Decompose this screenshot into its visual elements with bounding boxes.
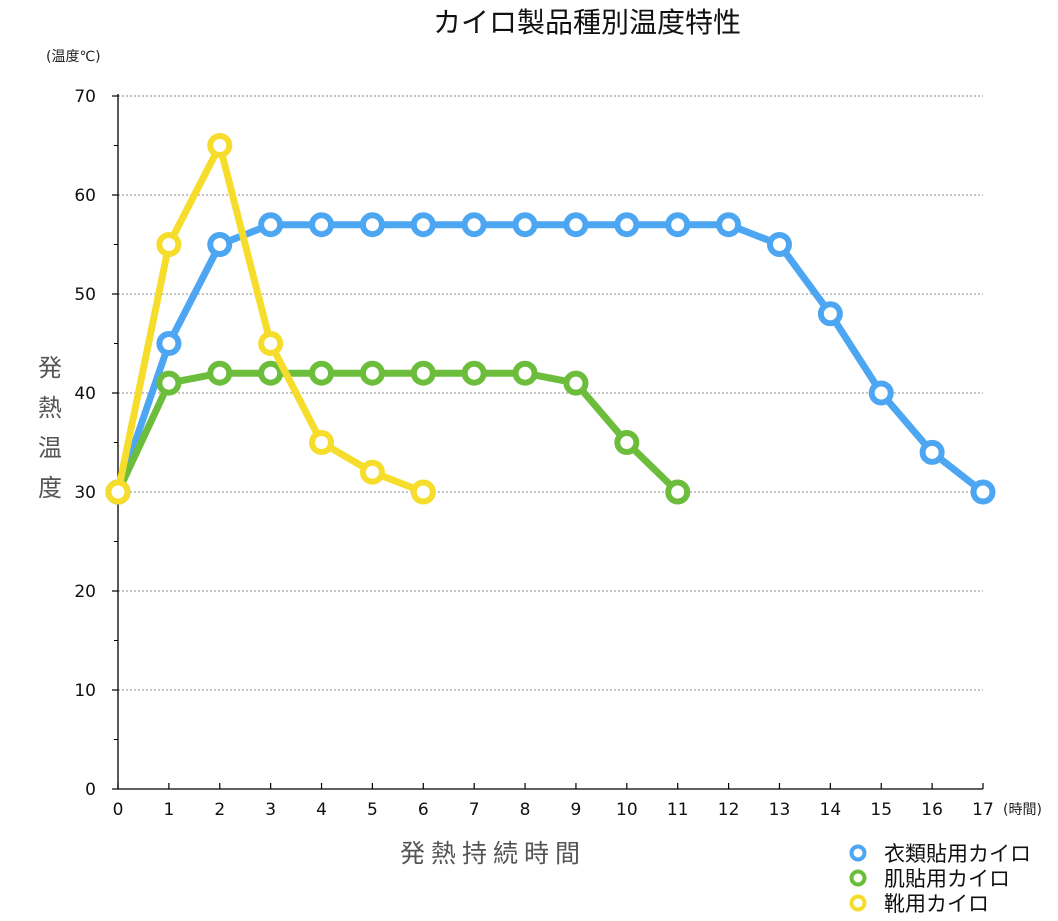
series-line	[114, 369, 682, 496]
data-point	[359, 459, 385, 485]
series-1	[105, 212, 996, 505]
x-tick-label-1: 1	[163, 800, 174, 820]
x-tick-label-11: 11	[667, 800, 689, 820]
x-tick-label-4: 4	[316, 800, 327, 820]
data-point	[766, 232, 792, 257]
data-point	[309, 430, 335, 455]
series-2	[105, 360, 691, 505]
x-tick-label-2: 2	[214, 800, 225, 820]
y-axis-title-char: 温	[38, 434, 62, 462]
data-point	[512, 212, 538, 238]
y-axis-title-char: 発	[38, 354, 62, 382]
data-point	[156, 370, 182, 396]
series-line	[114, 142, 427, 496]
data-point	[207, 133, 233, 158]
y-unit-label: (温度℃)	[46, 49, 101, 65]
data-point	[461, 360, 487, 386]
series-lines	[105, 133, 996, 505]
data-point	[410, 360, 436, 386]
data-point	[512, 360, 538, 386]
y-tick-label-20: 20	[74, 582, 96, 602]
data-point	[563, 212, 589, 238]
legend-label: 衣類貼用カイロ	[884, 842, 1031, 866]
x-tick-label-15: 15	[870, 800, 892, 820]
data-point	[665, 212, 691, 238]
data-point	[156, 232, 182, 257]
legend-item-1: 衣類貼用カイロ	[849, 842, 1031, 866]
data-point	[359, 360, 385, 386]
x-tick-label-6: 6	[418, 800, 429, 820]
data-point	[207, 232, 233, 257]
legend-marker	[849, 894, 867, 912]
y-tick-label-0: 0	[85, 780, 96, 800]
data-point	[665, 479, 691, 505]
y-axis-title-char: 熱	[38, 394, 62, 422]
data-point	[563, 370, 589, 396]
data-point	[614, 212, 640, 238]
data-point	[258, 360, 284, 386]
y-tick-label-70: 70	[74, 87, 96, 107]
data-point	[105, 479, 131, 505]
x-tick-label-0: 0	[113, 800, 124, 820]
x-tick-label-10: 10	[616, 800, 638, 820]
data-point	[156, 331, 182, 356]
x-tick-label-17: 17	[972, 800, 994, 820]
x-tick-label-5: 5	[367, 800, 378, 820]
data-point	[410, 479, 436, 505]
y-tick-label-10: 10	[74, 681, 96, 701]
legend-label: 肌貼用カイロ	[884, 867, 1010, 891]
data-point	[919, 439, 945, 465]
data-point	[207, 360, 233, 386]
chart-title: カイロ製品種別温度特性	[433, 6, 741, 39]
x-tick-label-3: 3	[265, 800, 276, 820]
legend-item-3: 靴用カイロ	[849, 892, 989, 916]
x-axis-title: 発熱持続時間	[400, 839, 586, 868]
y-axis-title-char: 度	[38, 474, 62, 502]
data-point	[817, 301, 843, 327]
data-point	[410, 212, 436, 238]
x-tick-label-8: 8	[520, 800, 531, 820]
data-point	[359, 212, 385, 238]
data-point	[258, 212, 284, 238]
data-point	[309, 360, 335, 386]
y-tick-label-30: 30	[74, 483, 96, 503]
x-tick-label-12: 12	[718, 800, 740, 820]
series-3	[105, 133, 436, 505]
data-point	[868, 380, 894, 406]
data-point	[614, 430, 640, 455]
legend-item-2: 肌貼用カイロ	[849, 867, 1010, 891]
x-tick-label-7: 7	[469, 800, 480, 820]
data-point	[716, 212, 742, 238]
data-point	[258, 331, 284, 356]
x-tick-label-14: 14	[820, 800, 842, 820]
data-point	[309, 212, 335, 238]
y-tick-label-50: 50	[74, 285, 96, 305]
data-point	[461, 212, 487, 238]
legend-label: 靴用カイロ	[884, 892, 989, 916]
gridlines	[118, 95, 983, 691]
y-tick-label-40: 40	[74, 384, 96, 404]
axes	[112, 94, 984, 790]
legend-marker	[849, 844, 867, 862]
data-point	[970, 479, 996, 505]
y-tick-label-60: 60	[74, 186, 96, 206]
x-tick-label-9: 9	[571, 800, 582, 820]
legend-marker	[849, 869, 867, 887]
x-tick-label-16: 16	[921, 800, 943, 820]
x-tick-label-13: 13	[769, 800, 791, 820]
x-unit-label: (時間)	[1003, 802, 1042, 818]
